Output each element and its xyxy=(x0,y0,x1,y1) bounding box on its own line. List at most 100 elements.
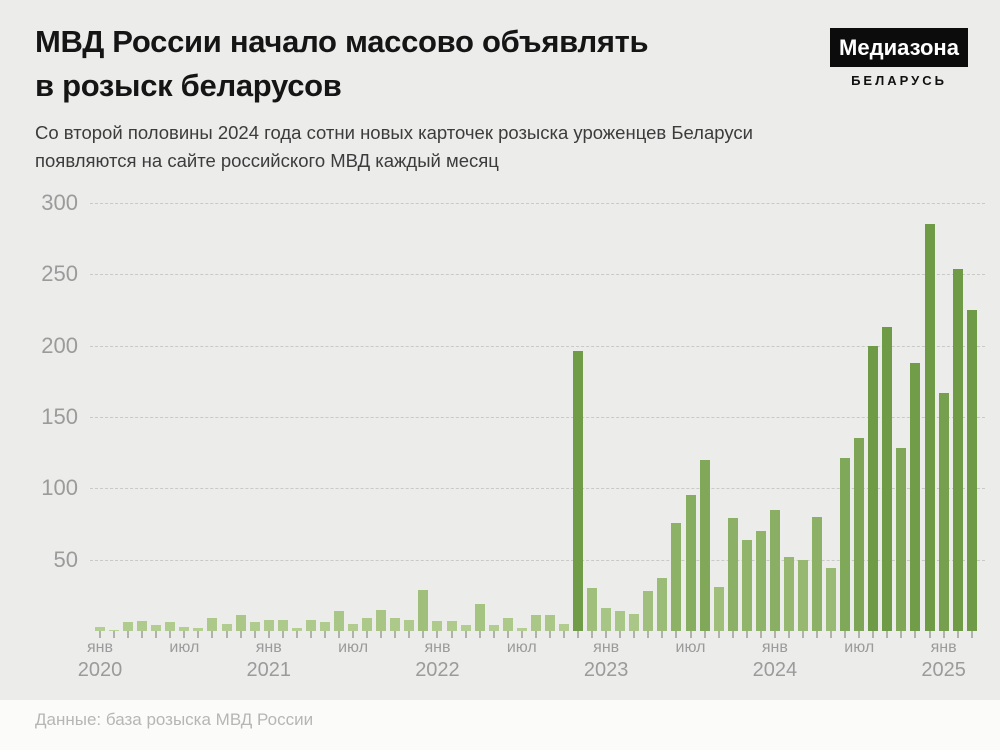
x-axis-month-label: янв xyxy=(593,639,620,656)
bar-2022-10 xyxy=(558,623,569,631)
x-axis-tick-2024-12 xyxy=(928,631,931,638)
bar-2022-09 xyxy=(544,615,555,631)
gridline-250 xyxy=(90,274,985,276)
bar-2021-11 xyxy=(404,619,415,631)
x-axis-tick-2023-06 xyxy=(675,631,678,638)
x-axis-tick-2023-01 xyxy=(605,631,608,638)
bar-2022-01 xyxy=(432,621,443,631)
x-axis-tick-2021-06 xyxy=(338,631,341,638)
bar-2020-10 xyxy=(221,623,232,631)
gridline-50 xyxy=(90,559,985,561)
bar-2022-12 xyxy=(587,588,598,631)
bar-2022-03 xyxy=(460,625,471,631)
x-axis-tick-2020-03 xyxy=(127,631,130,638)
x-axis-tick-2022-02 xyxy=(450,631,453,638)
bar-2024-02 xyxy=(783,556,794,631)
x-axis-tick-2023-10 xyxy=(731,631,734,638)
x-axis-tick-2020-12 xyxy=(253,631,256,638)
x-axis-month-label: янв xyxy=(424,639,451,656)
gridline-100 xyxy=(90,488,985,490)
bar-2021-03 xyxy=(291,628,302,631)
y-axis-label-300: 300 xyxy=(41,190,78,215)
x-axis-tick-2022-04 xyxy=(478,631,481,638)
x-axis-tick-2023-03 xyxy=(633,631,636,638)
bar-2022-04 xyxy=(474,603,485,631)
gridline-150 xyxy=(90,417,985,418)
bar-2024-03 xyxy=(798,559,808,631)
bar-2024-01 xyxy=(769,509,780,631)
bar-2024-04 xyxy=(812,516,823,631)
x-axis-month-label: июл xyxy=(506,639,537,656)
x-axis-tick-2025-01 xyxy=(942,631,945,638)
gridline-200 xyxy=(90,345,985,347)
bar-2024-05 xyxy=(826,568,837,631)
bar-2021-12 xyxy=(418,589,429,631)
bar-2020-02 xyxy=(109,629,120,631)
x-axis-tick-2024-05 xyxy=(830,631,833,638)
page-title-line1: МВД России начало массово объявлять xyxy=(35,24,649,59)
page-title-line2: в розыск беларусов xyxy=(35,68,342,103)
x-axis-tick-2023-02 xyxy=(619,631,622,638)
y-axis-label-200: 200 xyxy=(41,332,78,358)
x-axis-tick-2020-09 xyxy=(211,631,214,638)
logo-region-label: БЕЛАРУСЬ xyxy=(851,73,947,88)
x-axis-month-label: июл xyxy=(338,639,369,656)
x-axis-year-label: 2020 xyxy=(77,659,123,681)
bar-2020-09 xyxy=(207,618,218,631)
bar-2021-06 xyxy=(334,611,345,631)
x-axis-tick-2022-01 xyxy=(436,631,439,638)
x-axis-tick-2023-08 xyxy=(703,631,706,638)
x-axis-tick-2021-10 xyxy=(394,631,397,638)
bar-2021-08 xyxy=(362,618,373,631)
bar-2020-08 xyxy=(193,628,204,631)
mediazona-logo: Медиазона xyxy=(830,28,968,67)
data-source-note: Данные: база розыска МВД России xyxy=(35,710,314,729)
x-axis-tick-2020-06 xyxy=(169,631,172,638)
x-axis-tick-2020-01 xyxy=(99,631,101,638)
x-axis-year-label: 2022 xyxy=(415,659,460,681)
x-axis-year-label: 2025 xyxy=(921,659,966,681)
bar-2021-09 xyxy=(376,609,387,631)
x-axis-month-label: июл xyxy=(675,639,706,656)
x-axis-month-label: янв xyxy=(761,639,788,656)
x-axis-tick-2022-08 xyxy=(534,631,537,638)
bar-2023-06 xyxy=(671,522,682,631)
x-axis-tick-2024-11 xyxy=(914,631,917,638)
x-axis-tick-2021-08 xyxy=(366,631,369,638)
bar-2022-08 xyxy=(530,615,541,631)
x-axis-tick-2020-10 xyxy=(225,631,228,638)
bar-2023-04 xyxy=(643,591,654,631)
bar-2023-09 xyxy=(713,586,724,631)
x-axis-tick-2020-05 xyxy=(155,631,158,638)
x-axis-tick-2022-12 xyxy=(591,631,594,638)
x-axis-tick-2022-11 xyxy=(577,631,580,638)
x-axis-year-label: 2024 xyxy=(752,659,798,681)
chart-subtitle-line1: Со второй половины 2024 года сотни новых… xyxy=(35,122,753,143)
x-axis-tick-2021-07 xyxy=(352,631,355,638)
bar-2022-02 xyxy=(446,621,457,631)
bar-2021-10 xyxy=(390,618,401,631)
y-axis-label-150: 150 xyxy=(41,404,78,429)
x-axis-tick-2023-09 xyxy=(717,631,720,638)
bar-2022-05 xyxy=(488,625,499,631)
x-axis-tick-2024-09 xyxy=(886,631,889,638)
bar-2020-07 xyxy=(179,626,190,631)
bar-2025-03 xyxy=(966,310,977,631)
bar-2021-04 xyxy=(305,619,316,631)
x-axis-tick-2021-03 xyxy=(295,631,298,638)
x-axis-tick-2023-11 xyxy=(745,631,748,638)
x-axis-tick-2022-05 xyxy=(492,631,495,638)
bar-2023-03 xyxy=(629,613,640,631)
x-axis-tick-2023-12 xyxy=(759,631,762,638)
y-axis-label-50: 50 xyxy=(53,546,78,572)
bar-2021-02 xyxy=(277,619,288,631)
bar-2024-12 xyxy=(924,224,935,631)
bar-2020-04 xyxy=(137,621,148,631)
x-axis-month-label: янв xyxy=(930,639,957,656)
bar-chart-plot-area: янв 2020 июл янв 2021 июл янв 2022 июл янв 2023 июл… xyxy=(78,203,985,681)
bar-2024-11 xyxy=(910,362,921,631)
x-axis-tick-2021-11 xyxy=(408,631,411,638)
gridline-300 xyxy=(90,203,985,204)
bar-2022-06 xyxy=(502,618,513,631)
bar-2020-12 xyxy=(249,622,260,631)
